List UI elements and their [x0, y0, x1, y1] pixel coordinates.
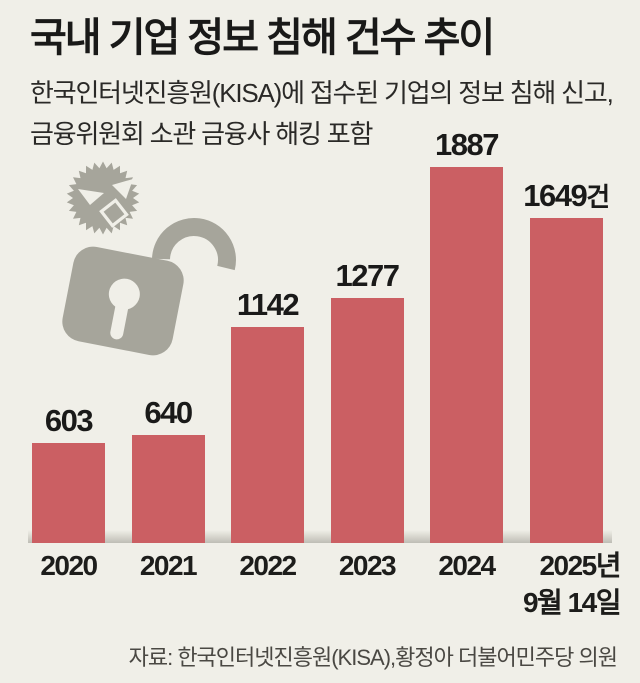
bar-value-label: 1649건	[523, 178, 610, 213]
subtitle: 한국인터넷진흥원(KISA)에 접수된 기업의 정보 침해 신고, 금융위원회 …	[30, 73, 614, 155]
bar-value-label: 1887	[435, 127, 499, 162]
x-axis-label: 2024	[438, 550, 496, 581]
bar-2020	[32, 443, 105, 543]
page-title: 국내 기업 정보 침해 건수 추이	[30, 16, 495, 60]
subtitle-line-1: 한국인터넷진흥원(KISA)에 접수된 기업의 정보 침해 신고,	[30, 78, 614, 108]
bar-2022	[231, 327, 304, 543]
unit-suffix: 건	[586, 182, 610, 212]
bar-2025년	[529, 218, 603, 543]
x-axis-label: 2021	[139, 550, 198, 581]
source-note: 자료: 한국인터넷진흥원(KISA),황정아 더불어민주당 의원	[128, 645, 618, 670]
bar-value-label: 640	[144, 395, 193, 430]
x-axis-label: 2022	[239, 550, 297, 581]
x-axis-label: 2025년 9월 14일	[522, 550, 622, 618]
bar-value-label: 1277	[335, 258, 400, 293]
x-axis-label: 2023	[338, 550, 397, 581]
bar-value-label: 603	[44, 403, 94, 438]
bar-2024	[430, 167, 503, 543]
subtitle-line-2: 금융위원회 소관 금융사 해킹 포함	[30, 119, 373, 149]
bar-value-label: 1142	[236, 287, 300, 322]
x-axis-label: 2020	[40, 550, 98, 581]
bar-2021	[131, 435, 205, 543]
bar-2023	[330, 298, 404, 543]
